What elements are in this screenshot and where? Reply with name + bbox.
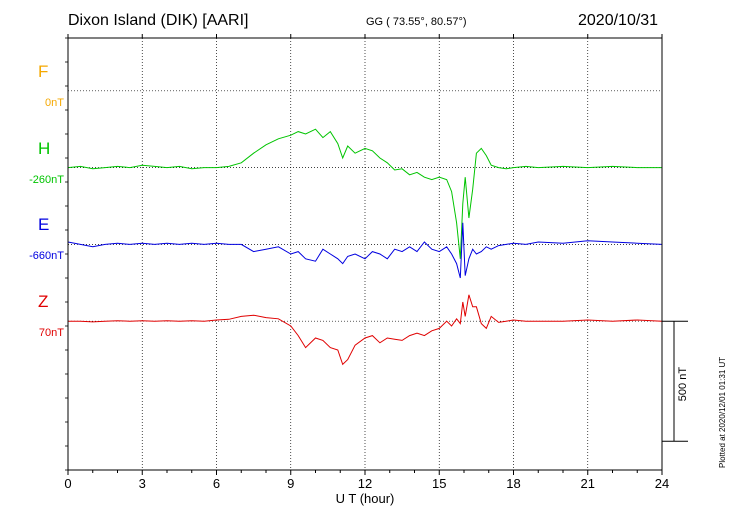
axes: 0 3 6 9 12 15 18 21 24 U T (hour) 500 nT Plotted at… <box>64 34 727 506</box>
x-tick-label: 0 <box>64 476 71 491</box>
channel-baseline-f: 0nT <box>45 96 64 109</box>
x-tick-label: 24 <box>655 476 669 491</box>
trace-e <box>67 222 663 279</box>
x-tick-label: 21 <box>581 476 595 491</box>
x-tick-label: 3 <box>139 476 146 491</box>
x-axis-label: U T (hour) <box>336 491 395 506</box>
channel-baseline-h: -260nT <box>29 173 64 186</box>
x-tick-label: 6 <box>213 476 220 491</box>
trace-z <box>68 294 663 366</box>
x-tick-label: 12 <box>358 476 372 491</box>
data-traces <box>67 128 663 366</box>
x-tick-label: 15 <box>432 476 446 491</box>
x-tick-label: 9 <box>287 476 294 491</box>
scale-bar-label: 500 nT <box>677 367 689 402</box>
coords-label: GG ( 73.55°, 80.57°) <box>366 16 467 28</box>
channel-name-z: Z <box>38 292 49 312</box>
station-title: Dixon Island (DIK) [AARI] <box>68 12 249 29</box>
date-label: 2020/10/31 <box>578 12 659 29</box>
plot-grid <box>68 38 662 470</box>
plotted-note: Plotted at 2020/12/01 01:31 UT <box>718 357 727 468</box>
channel-name-h: H <box>38 138 51 158</box>
channel-name-f: F <box>38 61 49 81</box>
channel-name-e: E <box>38 215 50 235</box>
channel-baseline-z: 70nT <box>38 327 64 340</box>
x-tick-label: 18 <box>506 476 520 491</box>
trace-h <box>67 128 662 259</box>
channel-baseline-e: -660nT <box>29 250 64 263</box>
